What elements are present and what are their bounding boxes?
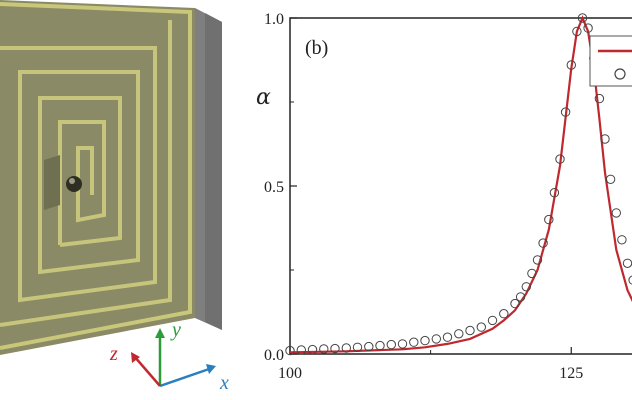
data-point	[341, 343, 351, 353]
coordinate-axes-icon: x y z	[109, 319, 229, 394]
data-point	[555, 154, 565, 164]
data-point	[594, 93, 605, 104]
data-point	[465, 325, 475, 336]
data-point	[566, 60, 576, 70]
data-point	[532, 255, 543, 265]
data-point	[572, 26, 582, 37]
data-point	[628, 275, 632, 285]
data-point	[510, 298, 520, 309]
data-point	[454, 329, 464, 339]
data-point	[499, 309, 509, 319]
panel-label-b: (b)	[305, 37, 328, 59]
data-point	[285, 345, 295, 356]
data-point	[296, 345, 306, 355]
data-point	[307, 344, 318, 355]
y-tick-label: 1.0	[264, 11, 284, 28]
plot-frame	[289, 17, 632, 355]
data-point	[386, 339, 396, 350]
series-layer	[285, 13, 632, 356]
data-point	[319, 344, 329, 354]
legend	[589, 35, 632, 87]
data-point	[577, 13, 588, 23]
structure-front-face	[0, 0, 195, 355]
structure-rim	[0, 2, 192, 350]
data-point	[420, 335, 430, 346]
spiral-inner-cavity	[44, 155, 60, 210]
absorption-chart: (b) α 0.0 0.5 1.0 100 125	[256, 11, 632, 382]
axis-letter-z: z	[109, 343, 118, 365]
data-point	[330, 343, 340, 354]
structure-side-face-shade	[205, 13, 222, 330]
data-point	[583, 23, 593, 33]
data-point	[544, 214, 554, 225]
fit-curve	[289, 15, 632, 354]
x-tick-label: 100	[278, 365, 302, 382]
axis-letter-x: x	[219, 372, 229, 394]
data-point	[476, 322, 486, 332]
center-hole	[66, 176, 82, 192]
data-point	[487, 315, 498, 326]
data-point	[375, 340, 385, 351]
spiral-structure-image	[0, 0, 222, 355]
axis-letter-y: y	[170, 319, 181, 341]
data-point	[549, 188, 560, 198]
ticks: 0.0 0.5 1.0 100 125	[264, 11, 583, 382]
legend-marker-sample	[614, 68, 626, 80]
data-point	[611, 208, 621, 218]
data-point	[352, 342, 363, 352]
legend-box	[589, 35, 632, 87]
center-hole-highlight	[69, 178, 75, 184]
data-point	[521, 282, 531, 292]
data-point	[527, 268, 537, 279]
data-point	[622, 258, 632, 268]
data-point	[364, 341, 374, 352]
data-point	[442, 332, 453, 342]
spiral-walls	[0, 20, 172, 327]
data-point	[538, 238, 548, 248]
data-point	[560, 107, 571, 117]
data-point	[515, 292, 526, 302]
data-point	[431, 334, 441, 344]
data-point	[600, 134, 610, 144]
y-tick-label: 0.0	[264, 347, 284, 364]
y-axis-label: α	[256, 85, 271, 110]
data-point	[397, 339, 408, 349]
x-tick-label: 125	[559, 365, 583, 382]
data-point	[605, 174, 616, 185]
data-point	[617, 235, 627, 245]
data-point	[409, 337, 419, 347]
y-tick-label: 0.5	[264, 179, 284, 196]
